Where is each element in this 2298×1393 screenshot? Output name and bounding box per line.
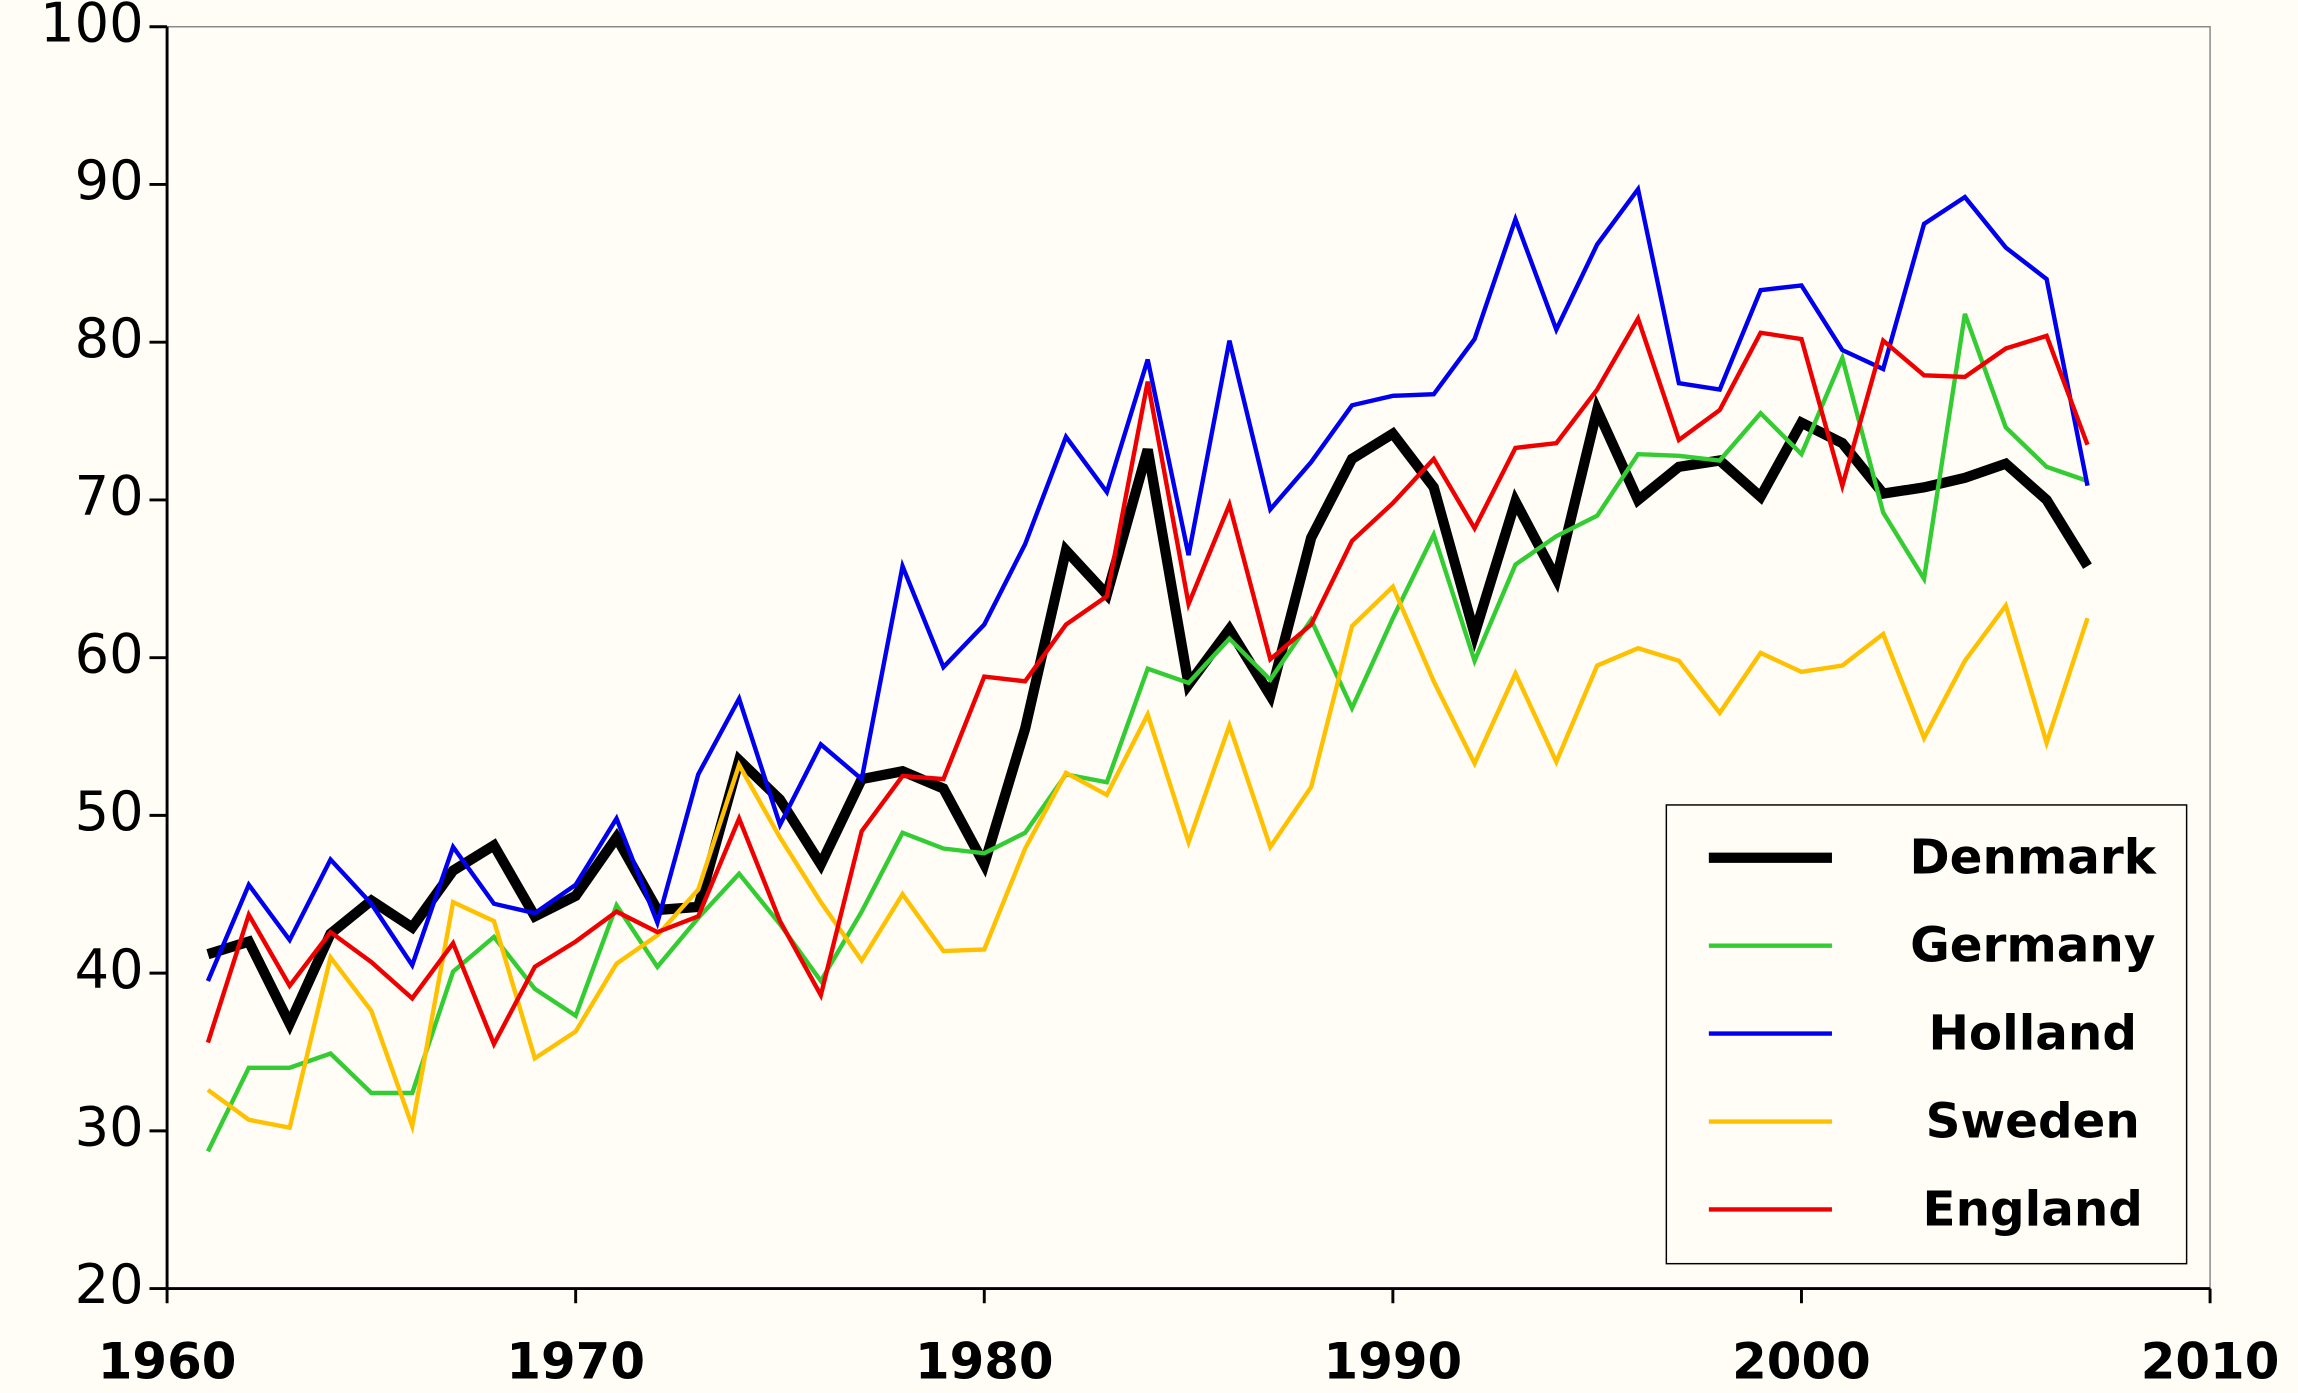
x-tick-label: 1960 bbox=[98, 1332, 237, 1390]
series-line bbox=[205, 313, 2089, 1153]
legend-label: Denmark bbox=[1910, 830, 2158, 886]
series-line bbox=[205, 313, 2090, 1050]
y-tick-label: 60 bbox=[75, 622, 144, 685]
series-line bbox=[206, 394, 2092, 1036]
x-tick-label: 2000 bbox=[1732, 1332, 1871, 1390]
legend-label: Holland bbox=[1928, 1006, 2137, 1062]
y-tick-label: 80 bbox=[75, 307, 144, 370]
y-tick-label: 20 bbox=[75, 1253, 144, 1316]
x-tick-label: 1980 bbox=[915, 1332, 1054, 1390]
y-tick-label: 90 bbox=[75, 149, 144, 212]
y-tick-label: 70 bbox=[75, 465, 144, 528]
y-tick-label: 100 bbox=[40, 0, 144, 54]
y-tick-label: 30 bbox=[75, 1095, 144, 1158]
legend-label: Germany bbox=[1910, 918, 2155, 974]
series-line bbox=[205, 183, 2090, 982]
legend-label: England bbox=[1923, 1181, 2143, 1237]
legend-label: Sweden bbox=[1926, 1093, 2140, 1149]
x-tick-label: 1990 bbox=[1324, 1332, 1463, 1390]
y-tick-label: 40 bbox=[75, 938, 144, 1001]
x-tick-label: 2010 bbox=[2141, 1332, 2280, 1390]
y-tick-label: 50 bbox=[75, 780, 144, 843]
series-line bbox=[206, 582, 2090, 1135]
x-tick-label: 1970 bbox=[506, 1332, 645, 1390]
legend: Denmark Germany Holland Sweden England bbox=[1665, 804, 2188, 1265]
